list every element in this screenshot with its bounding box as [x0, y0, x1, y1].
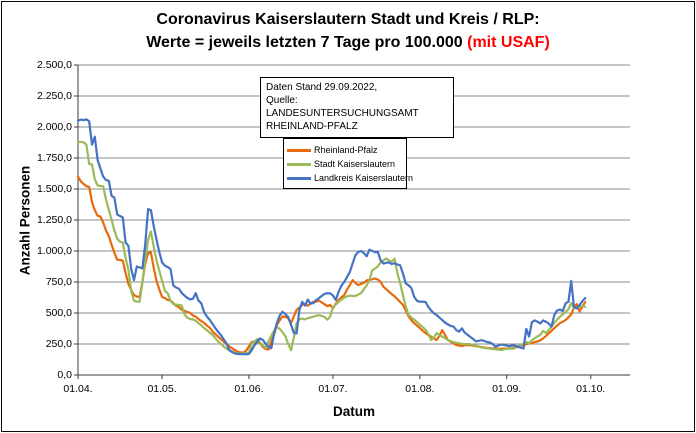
chart-title-line2-black: Werte = jeweils letzten 7 Tage pro 100.0… [146, 34, 463, 51]
data-source-line-2: Quelle: LANDESUNTERSUCHUNGSAMT [266, 95, 419, 119]
x-tick-label: 01.05. [147, 383, 177, 395]
x-tick-label: 01.09. [492, 383, 522, 395]
legend-label: Stadt Kaiserslautern [314, 159, 396, 169]
data-source-line-3: RHEINLAND-PFALZ [266, 121, 358, 132]
y-tick-label: 1.000,0 [36, 245, 72, 257]
y-tick-label: 2.000,0 [36, 121, 72, 133]
legend: Rheinland-Pfalz Stadt Kaiserslautern Landk… [283, 138, 413, 189]
legend-label: Landkreis Kaiserslautern [314, 173, 414, 183]
legend-line-swatch [287, 162, 311, 166]
series-line-landkreis-kaiserslautern [76, 118, 587, 356]
y-tick-label: 2.500,0 [36, 59, 72, 71]
chart-title: Coronavirus Kaiserslautern Stadt und Kre… [0, 8, 696, 54]
x-axis-title: Datum [332, 404, 375, 419]
y-tick-label: 250,0 [45, 338, 72, 350]
legend-item: Landkreis Kaiserslautern [287, 171, 413, 185]
legend-label: Rheinland-Pfalz [314, 145, 378, 155]
x-tick-label: 01.04. [63, 383, 93, 395]
x-tick-label: 01.07. [318, 383, 348, 395]
legend-item: Rheinland-Pfalz [287, 143, 405, 157]
series-line-rheinland-pfalz [76, 175, 587, 354]
chart-title-line2: Werte = jeweils letzten 7 Tage pro 100.0… [0, 31, 696, 54]
data-source-line-1: Daten Stand 29.09.2022, [266, 82, 378, 93]
x-tick-label: 01.06. [234, 383, 264, 395]
legend-line-swatch [287, 176, 311, 180]
series-line-stadt-kaiserslautern [76, 140, 587, 355]
chart-title-line2-red: (mit USAF) [467, 34, 550, 51]
chart-title-line1: Coronavirus Kaiserslautern Stadt und Kre… [156, 11, 540, 28]
y-tick-label: 1.750,0 [36, 152, 72, 164]
y-tick-label: 1.500,0 [36, 183, 72, 195]
y-tick-label: 1.250,0 [36, 214, 72, 226]
legend-line-swatch [287, 148, 311, 152]
data-source-box: Daten Stand 29.09.2022, Quelle: LANDESUN… [260, 77, 454, 138]
y-tick-label: 0,0 [57, 369, 72, 381]
y-tick-label: 500,0 [45, 307, 72, 319]
legend-item: Stadt Kaiserslautern [287, 157, 405, 171]
y-tick-label: 750,0 [45, 276, 72, 288]
x-tick-label: 01.08. [405, 383, 435, 395]
x-tick-label: 01.10. [576, 383, 606, 395]
y-tick-label: 2.250,0 [36, 90, 72, 102]
